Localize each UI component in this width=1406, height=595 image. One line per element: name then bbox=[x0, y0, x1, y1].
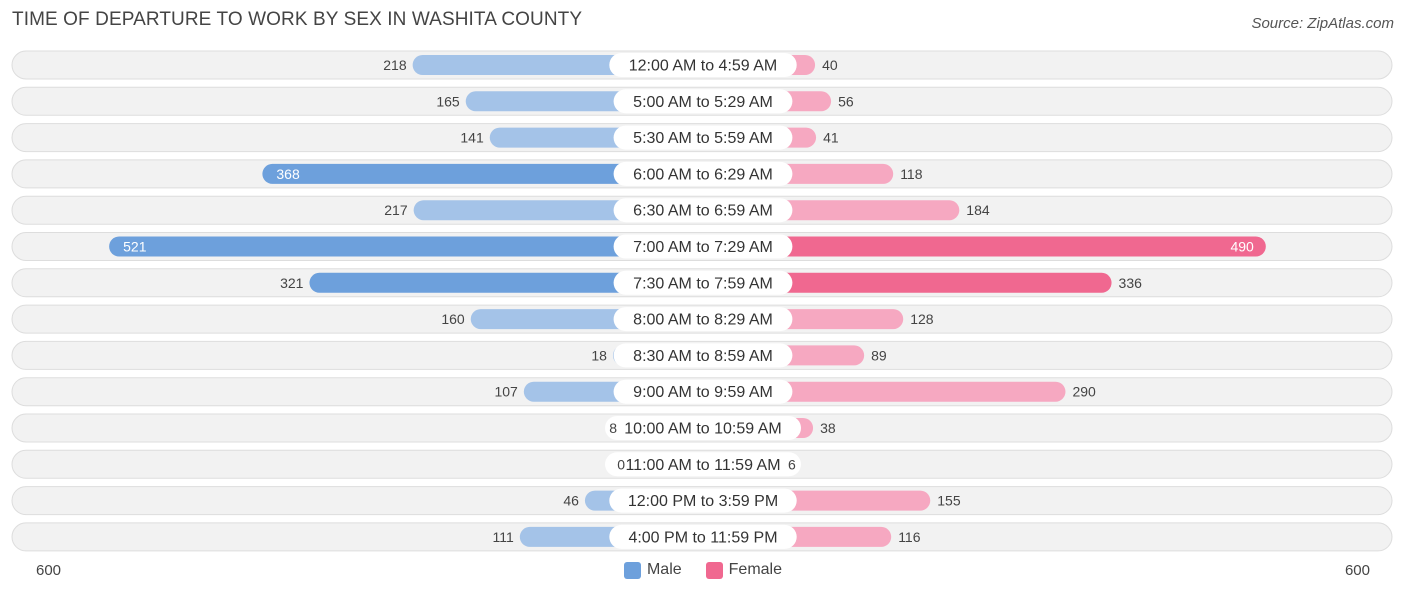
value-label-female: 155 bbox=[937, 493, 961, 509]
chart-row: 4:00 PM to 11:59 PM 111 116 bbox=[11, 522, 1393, 552]
category-label: 10:00 AM to 10:59 AM bbox=[624, 421, 781, 438]
category-label: 6:00 AM to 6:29 AM bbox=[633, 166, 773, 183]
value-label-female: 89 bbox=[871, 347, 887, 363]
chart-row: 12:00 PM to 3:59 PM 46 155 bbox=[11, 486, 1393, 516]
value-label-male: 217 bbox=[384, 202, 408, 218]
category-label-bg bbox=[613, 379, 793, 404]
category-label: 6:30 AM to 6:59 AM bbox=[633, 203, 773, 220]
legend-item-female[interactable]: Female bbox=[705, 561, 783, 579]
category-label-bg bbox=[605, 416, 801, 440]
category-label-bg bbox=[613, 270, 793, 295]
category-label-bg bbox=[613, 89, 793, 114]
bar-male[interactable] bbox=[309, 272, 703, 293]
chart-row: 5:30 AM to 5:59 AM 141 41 bbox=[11, 123, 1393, 153]
legend-item-male[interactable]: Male bbox=[623, 561, 682, 579]
legend-label-male: Male bbox=[646, 561, 682, 578]
chart-row: 5:00 AM to 5:29 AM 165 56 bbox=[11, 86, 1393, 116]
category-label: 5:30 AM to 5:59 AM bbox=[633, 130, 773, 147]
legend-swatch-male bbox=[623, 561, 641, 579]
category-label: 11:00 AM to 11:59 AM bbox=[625, 457, 780, 474]
chart-row: 9:00 AM to 9:59 AM 107 290 bbox=[11, 377, 1393, 407]
category-label: 4:00 PM to 11:59 PM bbox=[628, 529, 777, 546]
chart-title: TIME OF DEPARTURE TO WORK BY SEX IN WASH… bbox=[12, 9, 583, 30]
chart-row: 6:30 AM to 6:59 AM 217 184 bbox=[11, 195, 1393, 225]
value-label-male: 107 bbox=[494, 384, 518, 400]
bar-female[interactable] bbox=[703, 236, 1266, 257]
category-label-bg bbox=[609, 488, 797, 513]
value-label-male: 521 bbox=[123, 239, 147, 255]
category-label: 8:30 AM to 8:59 AM bbox=[633, 348, 773, 365]
chart-row: 6:00 AM to 6:29 AM 368 118 bbox=[11, 159, 1393, 189]
bar-male[interactable] bbox=[109, 236, 704, 257]
legend-swatch-female bbox=[705, 561, 723, 579]
axis-right-label: 600 bbox=[1344, 562, 1370, 579]
value-label-female: 116 bbox=[898, 529, 921, 545]
category-label-bg bbox=[613, 307, 793, 332]
source-label: Source: ZipAtlas.com bbox=[1251, 15, 1394, 32]
chart-row: 7:30 AM to 7:59 AM 321 336 bbox=[11, 268, 1393, 298]
value-label-male: 46 bbox=[563, 493, 579, 509]
value-label-female: 56 bbox=[838, 93, 854, 109]
value-label-male: 8 bbox=[609, 420, 617, 436]
category-label-bg bbox=[613, 343, 793, 368]
category-label: 8:00 AM to 8:29 AM bbox=[633, 312, 773, 329]
chart-row: 8:00 AM to 8:29 AM 160 128 bbox=[11, 304, 1393, 334]
bar-male[interactable] bbox=[262, 163, 703, 184]
category-label-bg bbox=[609, 524, 797, 549]
legend-label-female: Female bbox=[728, 561, 783, 578]
value-label-female: 41 bbox=[823, 130, 839, 146]
category-label: 12:00 PM to 3:59 PM bbox=[628, 493, 778, 510]
value-label-male: 141 bbox=[460, 130, 484, 146]
chart-row: 12:00 AM to 4:59 AM 218 40 bbox=[11, 50, 1393, 80]
value-label-male: 18 bbox=[591, 347, 607, 363]
chart-row: 10:00 AM to 10:59 AM 8 38 bbox=[11, 413, 1393, 443]
value-label-male: 111 bbox=[493, 529, 514, 545]
category-label-bg bbox=[613, 125, 793, 150]
category-label: 12:00 AM to 4:59 AM bbox=[629, 58, 778, 75]
category-label: 5:00 AM to 5:29 AM bbox=[633, 94, 773, 111]
chart-row: 8:30 AM to 8:59 AM 18 89 bbox=[11, 340, 1393, 370]
chart-row: 7:00 AM to 7:29 AM 521 490 bbox=[11, 232, 1393, 261]
value-label-female: 6 bbox=[788, 456, 796, 472]
category-label: 7:00 AM to 7:29 AM bbox=[633, 239, 773, 256]
bar-female[interactable] bbox=[703, 381, 1066, 402]
category-label-bg bbox=[613, 198, 793, 223]
value-label-male: 165 bbox=[436, 93, 460, 109]
bar-female[interactable] bbox=[703, 272, 1112, 293]
category-label-bg bbox=[613, 234, 793, 259]
value-label-male: 0 bbox=[617, 456, 625, 472]
value-label-female: 40 bbox=[822, 57, 838, 73]
value-label-female: 128 bbox=[910, 311, 934, 327]
category-label: 9:00 AM to 9:59 AM bbox=[633, 384, 773, 401]
axis-left-label: 600 bbox=[36, 562, 62, 579]
value-label-female: 184 bbox=[966, 202, 990, 218]
value-label-female: 38 bbox=[820, 420, 836, 436]
category-label-bg bbox=[613, 161, 793, 186]
category-label-bg bbox=[605, 452, 801, 477]
value-label-female: 118 bbox=[900, 166, 923, 182]
value-label-female: 490 bbox=[1230, 239, 1254, 255]
value-label-male: 218 bbox=[383, 57, 407, 73]
legend: Male Female bbox=[0, 561, 1406, 579]
value-label-male: 321 bbox=[280, 275, 304, 291]
chart-row: 11:00 AM to 11:59 AM0 6 bbox=[11, 449, 1393, 479]
category-label: 7:30 AM to 7:59 AM bbox=[633, 275, 773, 292]
value-label-male: 160 bbox=[441, 311, 465, 327]
value-label-female: 336 bbox=[1119, 275, 1143, 291]
value-label-female: 290 bbox=[1072, 384, 1096, 400]
value-label-male: 368 bbox=[276, 166, 300, 182]
category-label-bg bbox=[609, 53, 797, 77]
